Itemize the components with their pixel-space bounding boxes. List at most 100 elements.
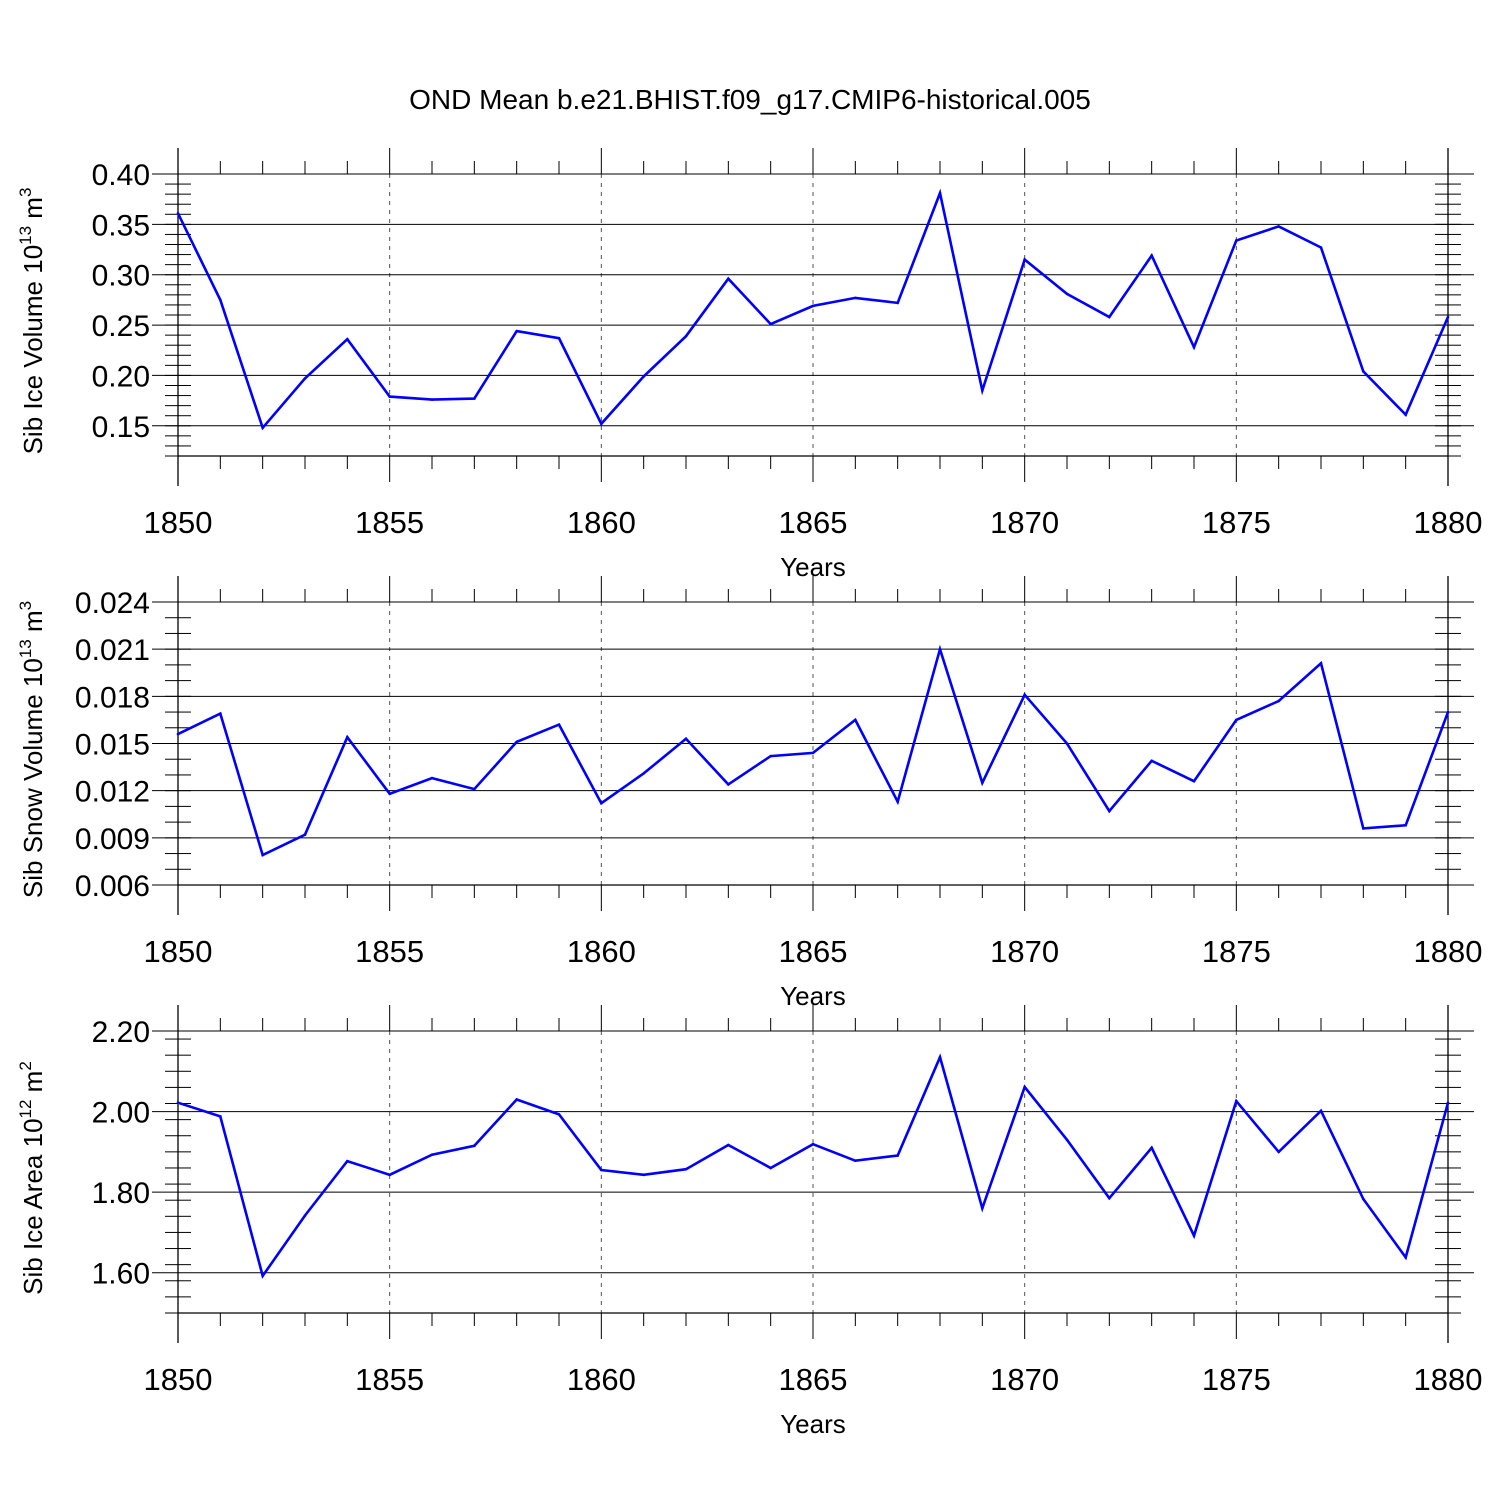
x-tick-label: 1865 [779, 505, 848, 540]
data-point [684, 737, 688, 741]
data-point [1404, 413, 1407, 417]
data-point [727, 277, 730, 281]
y-tick-label: 0.021 [75, 634, 150, 667]
data-point [1235, 239, 1238, 242]
y-tick-label: 0.30 [92, 260, 150, 293]
y-tick-label: 0.024 [75, 587, 150, 620]
data-point [1023, 1085, 1026, 1089]
data-point [600, 1168, 603, 1172]
data-point [981, 389, 984, 392]
data-point [1150, 254, 1153, 257]
data-point [430, 776, 434, 780]
data-point [473, 397, 476, 400]
data-point [1065, 1138, 1069, 1142]
x-tick-label: 1880 [1414, 505, 1483, 540]
data-point [1277, 225, 1280, 228]
data-point [1362, 1197, 1365, 1201]
data-point [769, 322, 772, 326]
y-tick-label: 0.015 [75, 729, 150, 762]
data-point [261, 426, 264, 430]
x-tick-label: 1860 [567, 505, 636, 540]
data-point [811, 304, 815, 308]
data-point [1023, 258, 1026, 261]
chart-panel-1: 0.15 0.20 0.25 0.30 0.35 0.40 1850 1855 1860 1865… [16, 148, 1482, 582]
y-axis-title-unit: m [18, 610, 48, 639]
data-point [1108, 809, 1111, 813]
data-point [515, 329, 518, 333]
x-tick-label: 1860 [567, 934, 636, 969]
data-point [1150, 759, 1153, 763]
data-point [557, 336, 561, 340]
data-point [854, 296, 857, 300]
data-point [1277, 699, 1280, 703]
data-point [769, 754, 772, 758]
y-axis-title: Sib Ice Volume 1013 m3 [16, 188, 48, 455]
y-axis-title-exp: 12 [16, 1100, 35, 1119]
x-tick-label: 1870 [990, 505, 1059, 540]
y-axis-title: Sib Snow Volume 1013 m3 [16, 601, 48, 898]
y-axis-title-main: Sib Ice Area 10 [18, 1118, 48, 1294]
data-point [769, 1166, 772, 1170]
y-axis-title-unit-exp: 3 [16, 601, 35, 610]
y-tick-label: 0.15 [92, 411, 150, 444]
data-point [1319, 1109, 1323, 1113]
data-point [854, 718, 857, 722]
y-tick-label: 0.25 [92, 310, 150, 343]
y-tick-label: 0.006 [75, 870, 150, 903]
y-axis-title-main: Sib Ice Volume 10 [18, 245, 48, 455]
x-axis-title: Years [780, 1409, 846, 1439]
data-point [1404, 823, 1407, 827]
data-point [388, 792, 391, 796]
x-tick-label: 1875 [1202, 934, 1271, 969]
data-point [896, 1154, 899, 1157]
data-point [473, 1144, 476, 1148]
data-point [896, 800, 899, 803]
data-point [219, 712, 222, 715]
x-tick-label: 1870 [990, 934, 1059, 969]
data-point [1446, 710, 1450, 714]
data-point [557, 723, 561, 726]
x-tick-label: 1870 [990, 1362, 1059, 1397]
y-tick-label: 0.012 [75, 776, 150, 809]
x-tick-label: 1880 [1414, 934, 1483, 969]
y-tick-label: 0.20 [92, 360, 150, 393]
data-point [430, 398, 434, 401]
data-point [938, 1055, 942, 1059]
data-point [1065, 742, 1069, 745]
data-point [938, 647, 942, 651]
y-axis-title-main: Sib Snow Volume 10 [18, 658, 48, 898]
data-point [1446, 315, 1450, 319]
y-axis-title-unit-exp: 2 [16, 1061, 35, 1070]
data-point [684, 334, 688, 338]
y-tick-label: 0.009 [75, 823, 150, 856]
data-point [600, 422, 603, 426]
data-point [727, 783, 730, 786]
x-tick-label: 1875 [1202, 505, 1271, 540]
data-point [1065, 292, 1069, 296]
data-point [1108, 315, 1111, 319]
data-point [473, 787, 476, 791]
data-point [346, 337, 349, 341]
x-tick-label: 1855 [355, 934, 424, 969]
x-tick-label: 1850 [144, 934, 213, 969]
y-axis-title-unit: m [18, 197, 48, 226]
data-point [1150, 1146, 1153, 1150]
data-point [1319, 246, 1323, 249]
data-point [811, 751, 815, 755]
data-point [981, 1206, 984, 1210]
chart-panel-2: 0.006 0.009 0.012 0.015 0.018 0.021 0.024 1850 1… [16, 576, 1482, 1011]
data-point [261, 853, 264, 857]
x-tick-label: 1865 [779, 934, 848, 969]
data-point [642, 1173, 645, 1177]
data-point [938, 191, 942, 195]
data-point [1023, 693, 1026, 697]
data-point [346, 1159, 349, 1163]
x-tick-label: 1875 [1202, 1362, 1271, 1397]
y-axis-title-exp: 13 [16, 639, 35, 658]
data-point [1235, 1099, 1238, 1103]
x-tick-label: 1855 [355, 1362, 424, 1397]
data-point [1192, 779, 1196, 783]
data-point [981, 781, 984, 785]
y-tick-label: 1.80 [92, 1177, 150, 1210]
